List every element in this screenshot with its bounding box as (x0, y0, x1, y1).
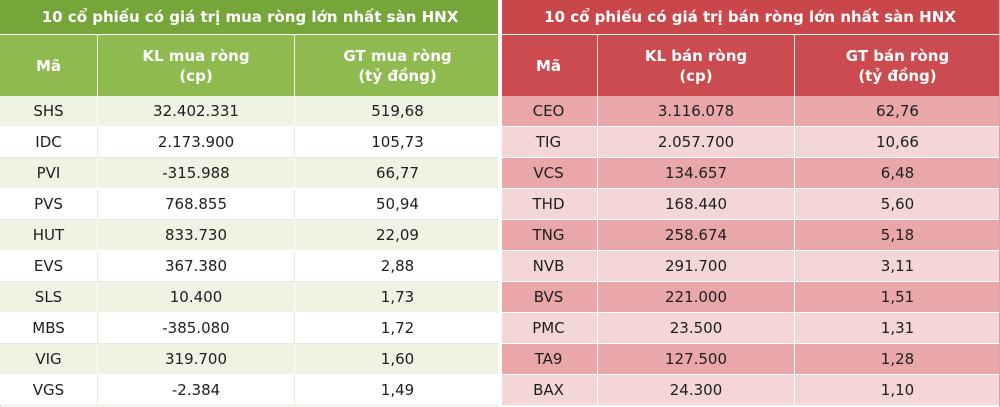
net-buy-table-row: MBS -385.080 1,72 (0, 313, 500, 344)
net-buy-cell-ticker: PVI (0, 158, 98, 188)
net-buy-header-row: Mã KL mua ròng (cp) GT mua ròng (tỷ đồng… (0, 34, 500, 96)
net-buy-table-row: VGS -2.384 1,49 (0, 375, 500, 406)
net-sell-table-row: TNG 258.674 5,18 (500, 220, 1000, 251)
net-buy-rows: SHS 32.402.331 519,68 IDC 2.173.900 105,73 PVI… (0, 96, 500, 406)
net-sell-cell-volume: 127.500 (598, 344, 795, 374)
net-sell-cell-ticker: VCS (500, 158, 598, 188)
net-buy-table-row: SHS 32.402.331 519,68 (0, 96, 500, 127)
net-sell-cell-value: 1,28 (880, 350, 915, 368)
net-buy-table-row: EVS 367.380 2,88 (0, 251, 500, 282)
net-buy-cell-value: 1,60 (380, 350, 415, 368)
panel-divider (498, 0, 502, 407)
net-sell-table-row: BVS 221.000 1,51 (500, 282, 1000, 313)
net-sell-cell-ticker: BVS (500, 282, 598, 312)
net-buy-cell-volume: 10.400 (98, 282, 295, 312)
net-sell-table-row: TIG 2.057.700 10,66 (500, 127, 1000, 158)
net-sell-header-ticker: Mã (500, 35, 598, 96)
net-buy-table-row: VIG 319.700 1,60 (0, 344, 500, 375)
net-sell-title: 10 cổ phiếu có giá trị bán ròng lớn nhất… (500, 0, 1000, 34)
net-sell-cell-value: 62,76 (876, 102, 919, 120)
net-sell-cell-ticker: NVB (500, 251, 598, 281)
net-buy-cell-ticker: EVS (0, 251, 98, 281)
net-sell-cell-ticker: TA9 (500, 344, 598, 374)
net-buy-cell-volume: -385.080 (98, 313, 295, 343)
net-sell-table-row: CEO 3.116.078 62,76 (500, 96, 1000, 127)
net-buy-table-row: PVS 768.855 50,94 (0, 189, 500, 220)
net-buy-cell-ticker: SLS (0, 282, 98, 312)
net-sell-table-row: BAX 24.300 1,10 (500, 375, 1000, 406)
net-buy-cell-volume: 367.380 (98, 251, 295, 281)
net-sell-cell-ticker: CEO (500, 96, 598, 126)
net-sell-cell-ticker: PMC (500, 313, 598, 343)
net-sell-cell-ticker: BAX (500, 375, 598, 405)
net-buy-cell-value: 1,73 (380, 288, 415, 306)
net-buy-cell-value: 519,68 (371, 102, 424, 120)
net-buy-cell-value: 66,77 (376, 164, 419, 182)
net-sell-cell-value: 6,48 (880, 164, 915, 182)
net-sell-cell-value: 5,18 (880, 226, 915, 244)
net-buy-table-row: IDC 2.173.900 105,73 (0, 127, 500, 158)
net-buy-cell-volume: -315.988 (98, 158, 295, 188)
net-buy-cell-ticker: SHS (0, 96, 98, 126)
net-sell-cell-volume: 134.657 (598, 158, 795, 188)
net-buy-cell-value: 22,09 (376, 226, 419, 244)
net-buy-cell-value: 105,73 (371, 133, 424, 151)
net-sell-cell-volume: 168.440 (598, 189, 795, 219)
net-sell-panel: 10 cổ phiếu có giá trị bán ròng lớn nhất… (500, 0, 1000, 407)
net-sell-table-row: PMC 23.500 1,31 (500, 313, 1000, 344)
net-buy-cell-volume: 2.173.900 (98, 127, 295, 157)
net-sell-cell-volume: 221.000 (598, 282, 795, 312)
net-sell-cell-volume: 258.674 (598, 220, 795, 250)
net-buy-table-row: SLS 10.400 1,73 (0, 282, 500, 313)
net-sell-cell-volume: 3.116.078 (598, 96, 795, 126)
net-sell-table-row: NVB 291.700 3,11 (500, 251, 1000, 282)
net-sell-table-row: THD 168.440 5,60 (500, 189, 1000, 220)
net-sell-cell-value: 1,10 (880, 381, 915, 399)
net-sell-cell-value: 1,31 (880, 319, 915, 337)
net-sell-header-volume: KL bán ròng (cp) (598, 35, 795, 96)
net-buy-cell-value: 2,88 (380, 257, 415, 275)
net-buy-header-ticker: Mã (0, 35, 98, 96)
net-buy-title: 10 cổ phiếu có giá trị mua ròng lớn nhất… (0, 0, 500, 34)
net-sell-cell-volume: 2.057.700 (598, 127, 795, 157)
net-buy-header-volume: KL mua ròng (cp) (98, 35, 295, 96)
net-buy-header-value: GT mua ròng (tỷ đồng) (343, 46, 452, 85)
net-buy-cell-ticker: VIG (0, 344, 98, 374)
net-buy-table-row: HUT 833.730 22,09 (0, 220, 500, 251)
net-buy-cell-value: 1,72 (380, 319, 415, 337)
net-sell-cell-ticker: TNG (500, 220, 598, 250)
net-sell-cell-value: 1,51 (880, 288, 915, 306)
net-sell-cell-value: 3,11 (880, 257, 915, 275)
net-sell-cell-volume: 291.700 (598, 251, 795, 281)
net-buy-cell-ticker: VGS (0, 375, 98, 405)
net-buy-cell-volume: 833.730 (98, 220, 295, 250)
net-buy-panel: 10 cổ phiếu có giá trị mua ròng lớn nhất… (0, 0, 500, 406)
net-buy-cell-ticker: HUT (0, 220, 98, 250)
net-buy-table-row: PVI -315.988 66,77 (0, 158, 500, 189)
net-buy-cell-ticker: IDC (0, 127, 98, 157)
net-buy-cell-volume: 319.700 (98, 344, 295, 374)
net-buy-cell-volume: -2.384 (98, 375, 295, 405)
net-sell-cell-ticker: THD (500, 189, 598, 219)
net-buy-cell-ticker: PVS (0, 189, 98, 219)
net-sell-cell-value: 5,60 (880, 195, 915, 213)
net-sell-cell-ticker: TIG (500, 127, 598, 157)
net-buy-cell-value: 50,94 (376, 195, 419, 213)
net-sell-table-row: VCS 134.657 6,48 (500, 158, 1000, 189)
net-sell-table-row: TA9 127.500 1,28 (500, 344, 1000, 375)
net-sell-cell-volume: 24.300 (598, 375, 795, 405)
net-sell-rows: CEO 3.116.078 62,76 TIG 2.057.700 10,66 VCS 134… (500, 96, 1000, 406)
net-buy-cell-ticker: MBS (0, 313, 98, 343)
net-sell-cell-value: 10,66 (876, 133, 919, 151)
net-sell-cell-volume: 23.500 (598, 313, 795, 343)
net-sell-header-row: Mã KL bán ròng (cp) GT bán ròng (tỷ đồng… (500, 34, 1000, 96)
net-buy-cell-volume: 768.855 (98, 189, 295, 219)
net-buy-cell-value: 1,49 (380, 381, 415, 399)
net-buy-cell-volume: 32.402.331 (98, 96, 295, 126)
net-sell-header-value: GT bán ròng (tỷ đồng) (845, 46, 950, 85)
